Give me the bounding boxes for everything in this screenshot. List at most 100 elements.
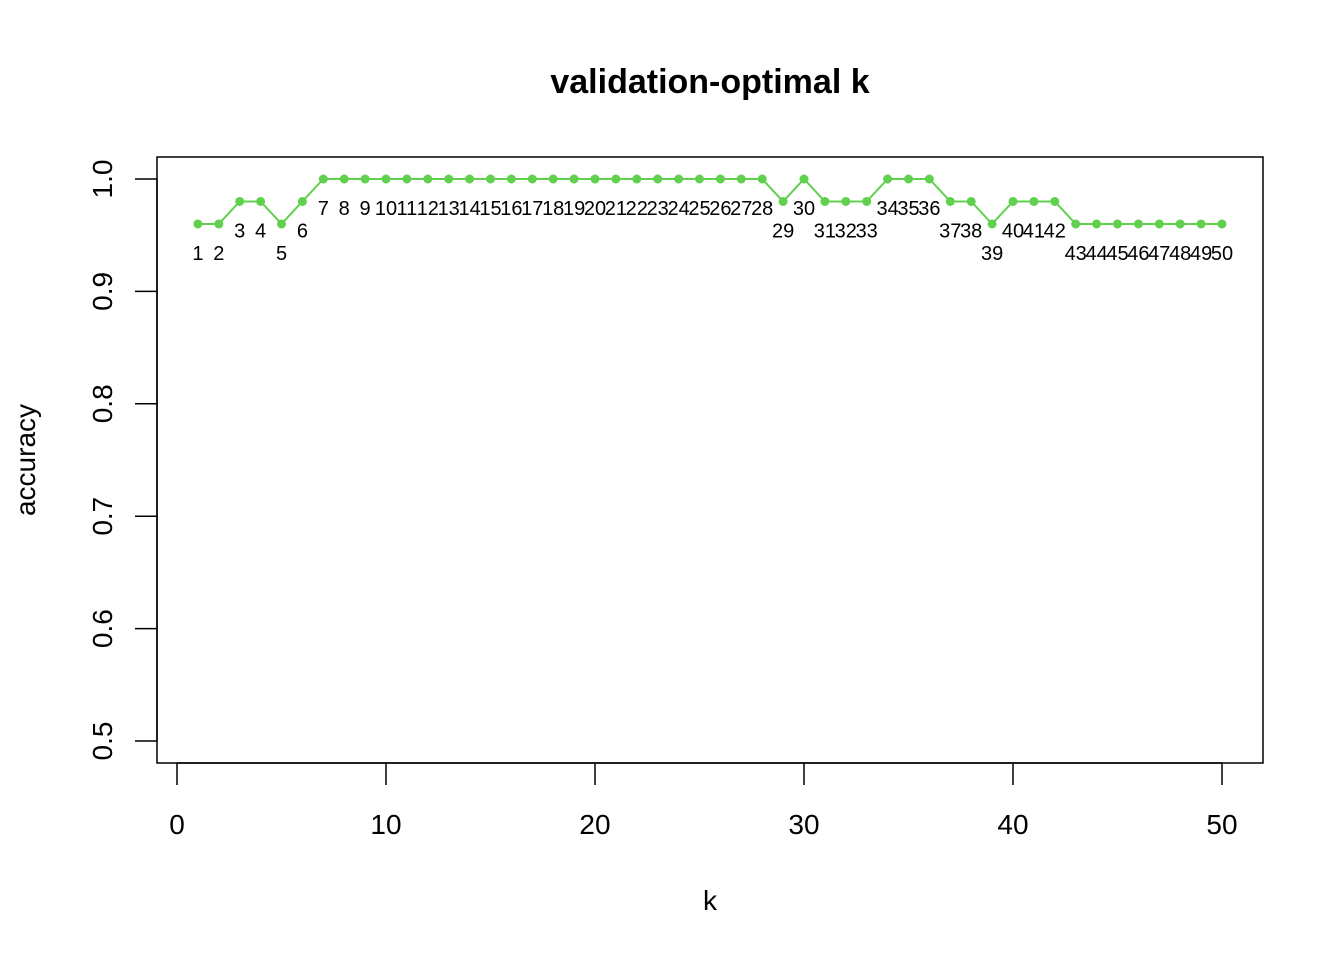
point-label: 37 bbox=[939, 220, 961, 242]
point-label: 12 bbox=[417, 198, 439, 220]
x-tick-label: 30 bbox=[788, 809, 819, 840]
data-point bbox=[297, 196, 307, 206]
point-label: 3 bbox=[234, 220, 245, 242]
data-point bbox=[1196, 219, 1206, 229]
data-point bbox=[423, 174, 433, 184]
data-point bbox=[506, 174, 516, 184]
point-label: 9 bbox=[360, 198, 371, 220]
data-point bbox=[715, 174, 725, 184]
point-label: 6 bbox=[297, 220, 308, 242]
point-label: 28 bbox=[751, 198, 773, 220]
data-point bbox=[1092, 219, 1102, 229]
x-tick-label: 50 bbox=[1206, 809, 1237, 840]
point-label: 7 bbox=[318, 198, 329, 220]
point-label: 46 bbox=[1127, 243, 1149, 265]
data-point bbox=[1008, 196, 1018, 206]
data-point bbox=[924, 174, 934, 184]
data-point bbox=[778, 196, 788, 206]
data-point bbox=[235, 196, 245, 206]
y-axis-label: accuracy bbox=[10, 404, 41, 516]
point-label: 2 bbox=[213, 243, 224, 265]
data-point bbox=[611, 174, 621, 184]
point-label: 22 bbox=[626, 198, 648, 220]
point-label: 20 bbox=[584, 198, 606, 220]
data-point bbox=[757, 174, 767, 184]
x-tick-label: 40 bbox=[997, 809, 1028, 840]
data-point bbox=[945, 196, 955, 206]
point-label: 35 bbox=[897, 198, 919, 220]
x-tick-label: 10 bbox=[370, 809, 401, 840]
data-point bbox=[799, 174, 809, 184]
point-label: 25 bbox=[688, 198, 710, 220]
data-point bbox=[1154, 219, 1164, 229]
point-label: 27 bbox=[730, 198, 752, 220]
point-label: 50 bbox=[1211, 243, 1233, 265]
data-point bbox=[1029, 196, 1039, 206]
point-label: 45 bbox=[1106, 243, 1128, 265]
data-point bbox=[318, 174, 328, 184]
y-tick-label: 1.0 bbox=[87, 160, 118, 199]
data-point bbox=[883, 174, 893, 184]
x-axis: 0 10 20 30 40 50 bbox=[169, 762, 1238, 840]
point-label: 44 bbox=[1085, 243, 1107, 265]
point-label: 43 bbox=[1065, 243, 1087, 265]
point-label: 40 bbox=[1002, 220, 1024, 242]
data-point bbox=[841, 196, 851, 206]
point-label: 8 bbox=[339, 198, 350, 220]
y-tick-label: 0.7 bbox=[87, 497, 118, 536]
point-label: 48 bbox=[1169, 243, 1191, 265]
data-point bbox=[632, 174, 642, 184]
point-label: 32 bbox=[835, 220, 857, 242]
point-label: 21 bbox=[605, 198, 627, 220]
data-point bbox=[904, 174, 913, 184]
data-point bbox=[987, 219, 997, 229]
point-label: 11 bbox=[397, 198, 418, 220]
point-label: 39 bbox=[981, 243, 1003, 265]
data-point bbox=[444, 174, 454, 184]
point-label: 13 bbox=[438, 198, 460, 220]
point-label: 23 bbox=[647, 198, 669, 220]
data-point bbox=[674, 174, 684, 184]
data-point bbox=[277, 219, 286, 229]
point-label: 42 bbox=[1044, 220, 1066, 242]
data-point bbox=[402, 174, 412, 184]
data-point bbox=[1133, 219, 1143, 229]
point-label: 19 bbox=[563, 198, 585, 220]
data-point bbox=[653, 174, 663, 184]
x-tick-label: 0 bbox=[169, 809, 185, 840]
data-point bbox=[862, 196, 872, 206]
data-point bbox=[590, 174, 600, 184]
data-point bbox=[1113, 219, 1122, 229]
point-label: 30 bbox=[793, 198, 815, 220]
point-label: 33 bbox=[856, 220, 878, 242]
data-point bbox=[214, 219, 224, 229]
point-label: 1 bbox=[192, 243, 203, 265]
point-label: 29 bbox=[772, 220, 794, 242]
x-tick-label: 20 bbox=[579, 809, 610, 840]
point-label: 18 bbox=[542, 198, 564, 220]
y-tick-label: 0.9 bbox=[87, 272, 118, 311]
data-point bbox=[193, 219, 203, 229]
data-point bbox=[548, 174, 558, 184]
data-point bbox=[256, 196, 266, 206]
point-label: 36 bbox=[918, 198, 940, 220]
data-point bbox=[339, 174, 349, 184]
data-point bbox=[527, 174, 537, 184]
y-tick-label: 0.5 bbox=[87, 722, 118, 761]
point-label: 14 bbox=[458, 198, 480, 220]
data-point bbox=[569, 174, 579, 184]
y-axis: 0.5 0.6 0.7 0.8 0.9 1.0 bbox=[87, 160, 158, 761]
data-point bbox=[966, 196, 976, 206]
point-label: 10 bbox=[375, 198, 397, 220]
data-point bbox=[486, 174, 495, 184]
data-point bbox=[381, 174, 391, 184]
point-label: 34 bbox=[876, 198, 898, 220]
point-label: 49 bbox=[1190, 243, 1212, 265]
data-point bbox=[1050, 196, 1060, 206]
point-label: 47 bbox=[1148, 243, 1170, 265]
point-label: 24 bbox=[667, 198, 689, 220]
point-label: 17 bbox=[521, 198, 543, 220]
data-point bbox=[1175, 219, 1185, 229]
